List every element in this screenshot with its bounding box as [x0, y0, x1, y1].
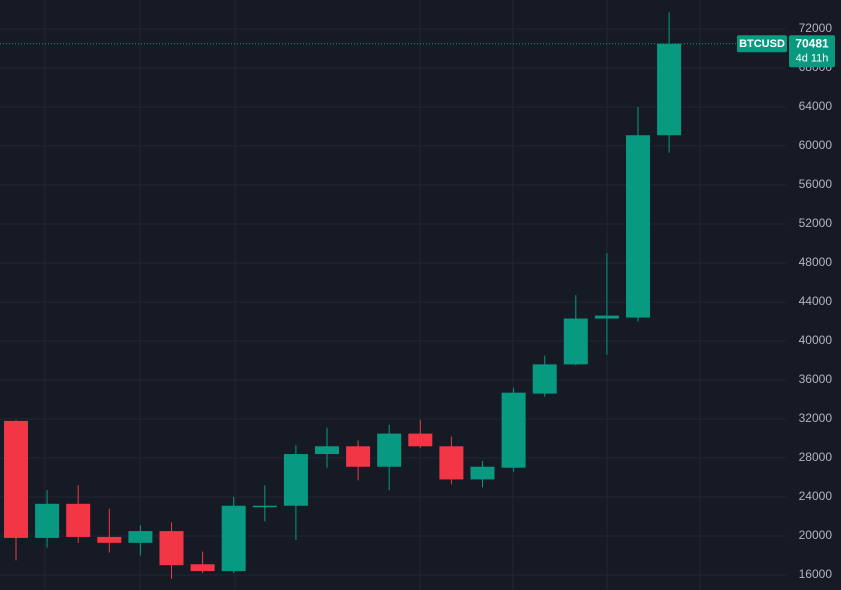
y-tick-label: 24000	[799, 489, 833, 503]
candle-body	[532, 364, 557, 394]
y-tick-label: 52000	[799, 216, 833, 230]
price-badge	[789, 35, 835, 68]
y-tick-label: 56000	[799, 177, 833, 191]
y-tick-label: 40000	[799, 333, 833, 347]
y-tick-label: 36000	[799, 372, 833, 386]
candle-body	[190, 564, 215, 572]
candle-body	[283, 454, 308, 506]
last-price-label: 70481	[795, 36, 829, 50]
symbol-badge	[737, 35, 787, 53]
candle-body	[159, 531, 184, 566]
y-tick-label: 20000	[799, 528, 833, 542]
candle-body	[4, 420, 28, 538]
candle-body	[315, 446, 339, 455]
candle-body	[470, 466, 495, 480]
candle-body	[408, 433, 433, 447]
candle-body	[346, 446, 371, 467]
candle-body	[35, 503, 60, 538]
candle-body	[377, 433, 402, 467]
candle-body	[439, 446, 464, 480]
y-tick-label: 44000	[799, 294, 833, 308]
symbol-label: BTCUSD	[739, 38, 785, 50]
candle-body	[252, 505, 277, 508]
candle-body	[221, 505, 246, 572]
candle-body	[657, 43, 682, 136]
candle-body	[501, 392, 526, 468]
candle-body	[128, 531, 153, 543]
countdown-label: 4d 11h	[796, 53, 829, 65]
candle-body	[66, 503, 91, 537]
y-tick-label: 48000	[799, 255, 833, 269]
y-tick-label: 72000	[799, 21, 833, 35]
y-tick-label: 60000	[799, 138, 833, 152]
candle-body	[626, 135, 650, 318]
candle-body	[97, 536, 122, 543]
candle-body	[594, 315, 619, 319]
y-tick-label: 64000	[799, 99, 833, 113]
candle-body	[563, 318, 588, 365]
y-tick-label: 32000	[799, 411, 833, 425]
y-tick-label: 16000	[799, 567, 833, 581]
y-tick-label: 28000	[799, 450, 833, 464]
